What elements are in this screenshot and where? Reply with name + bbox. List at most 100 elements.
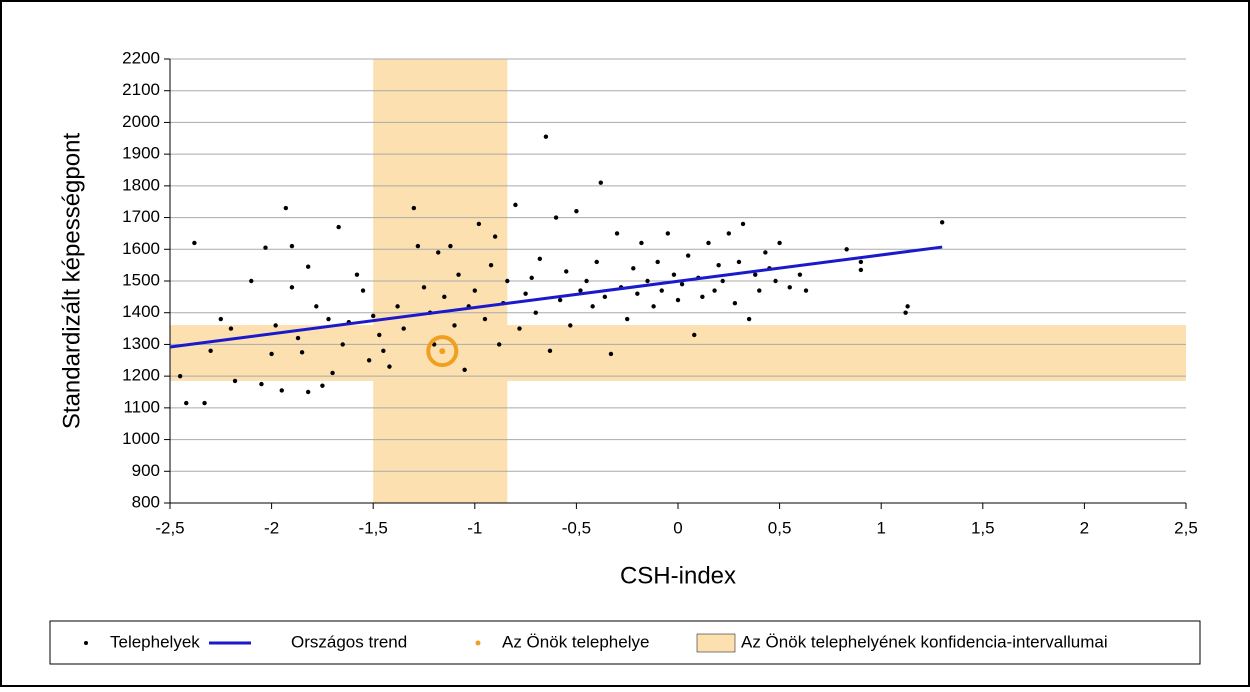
y-tick-label: 1000	[122, 429, 160, 448]
point	[513, 202, 518, 208]
x-tick-label: 1,5	[971, 518, 995, 537]
legend-label: Telephelyek	[110, 632, 200, 651]
x-tick-label: -2,5	[155, 518, 184, 537]
x-tick-label: -1,5	[359, 518, 388, 537]
point	[208, 348, 213, 353]
point	[692, 332, 697, 338]
point	[645, 278, 650, 284]
point	[797, 272, 803, 277]
x-tick-label: -2	[264, 518, 279, 537]
point	[858, 259, 864, 265]
point	[354, 272, 360, 277]
point	[594, 259, 599, 265]
point	[574, 209, 579, 214]
point	[625, 316, 630, 322]
point	[320, 383, 325, 388]
x-tick-label: 1	[876, 518, 885, 537]
point	[340, 342, 345, 347]
point	[366, 358, 372, 363]
point	[273, 323, 278, 328]
point	[763, 250, 768, 255]
point	[305, 389, 311, 395]
legend-label: Országos trend	[291, 632, 407, 651]
x-tick-label: 0,5	[768, 518, 792, 537]
point	[651, 304, 656, 309]
point	[492, 234, 498, 239]
point	[452, 323, 457, 328]
point	[305, 264, 311, 269]
point	[192, 240, 197, 246]
highlight-ring	[426, 335, 459, 368]
point	[283, 205, 289, 211]
point	[259, 381, 264, 387]
point	[330, 370, 335, 376]
point	[844, 247, 849, 252]
point	[700, 294, 705, 300]
point	[685, 253, 691, 258]
point	[753, 272, 758, 277]
point	[543, 134, 549, 139]
point	[736, 259, 742, 265]
point	[659, 288, 664, 293]
y-axis-label: Standardizált képességpont	[58, 133, 85, 430]
point	[436, 250, 441, 255]
point	[442, 294, 447, 300]
point	[608, 351, 614, 357]
point	[377, 332, 382, 338]
point	[387, 364, 392, 369]
legend-swatch	[84, 641, 88, 645]
point	[665, 231, 671, 236]
point	[712, 288, 717, 293]
point	[578, 288, 583, 293]
point	[496, 342, 502, 347]
y-tick-label: 2000	[122, 112, 160, 131]
y-tick-label: 1500	[122, 270, 160, 289]
point	[720, 278, 725, 284]
point	[858, 267, 864, 273]
legend-swatch	[696, 633, 736, 653]
y-tick-label: 1400	[122, 302, 160, 321]
point	[218, 316, 223, 322]
point	[732, 301, 738, 306]
point	[547, 348, 553, 353]
point	[381, 348, 386, 353]
point	[184, 400, 189, 406]
point	[803, 288, 809, 293]
y-tick-label: 2100	[122, 80, 160, 99]
point	[476, 221, 482, 227]
point	[590, 304, 595, 309]
point	[726, 231, 731, 236]
point	[564, 269, 569, 274]
point	[614, 231, 620, 236]
point	[939, 220, 945, 225]
y-tick-label: 1100	[123, 397, 160, 416]
y-tick-label: 1600	[122, 239, 160, 258]
point	[395, 304, 400, 309]
point	[602, 294, 608, 300]
legend-label: Az Önök telephelyének konfidencia-interv…	[741, 632, 1108, 651]
point	[314, 304, 319, 309]
point	[903, 310, 908, 315]
trend-line	[169, 245, 943, 349]
point	[635, 291, 640, 296]
point	[505, 278, 510, 284]
legend-swatch	[475, 640, 481, 646]
point	[360, 288, 366, 293]
point	[655, 259, 660, 265]
point	[472, 288, 477, 293]
x-tick-label: -1	[467, 518, 482, 537]
x-tick-label: 2,5	[1174, 518, 1198, 537]
point	[598, 180, 603, 185]
x-tick-label: 0	[673, 518, 682, 537]
point	[482, 316, 488, 322]
point	[787, 285, 792, 290]
point	[529, 275, 534, 281]
point	[537, 256, 543, 261]
point	[228, 326, 234, 331]
point	[679, 281, 685, 287]
point	[584, 278, 589, 284]
x-tick-label: -0,5	[562, 518, 591, 537]
point	[232, 378, 238, 384]
point	[401, 326, 406, 331]
point	[568, 323, 573, 328]
